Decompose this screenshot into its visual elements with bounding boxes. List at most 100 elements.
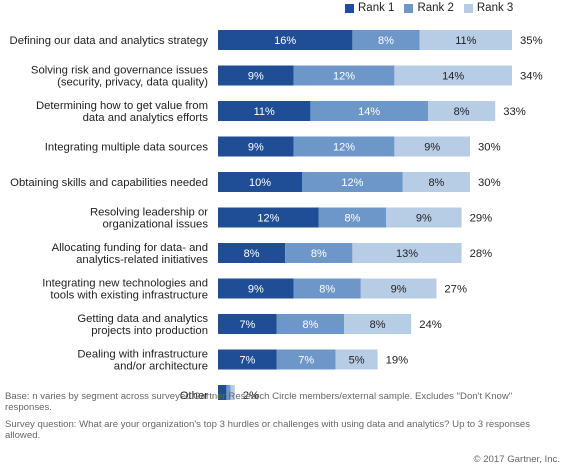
- data-label: 12%: [341, 177, 363, 189]
- data-label: 7%: [239, 319, 255, 331]
- bar-segment-rank-3: [230, 385, 235, 400]
- data-label: 8%: [244, 248, 260, 260]
- data-label: 8%: [378, 35, 394, 47]
- bar-segment-rank-1: [218, 278, 294, 299]
- bar-segment-rank-2: [226, 385, 231, 400]
- data-label: 9%: [424, 142, 440, 154]
- bar-segment-rank-3: [386, 207, 462, 228]
- bar-segment-rank-1: [218, 314, 277, 334]
- bar-segment-rank-2: [302, 172, 403, 192]
- data-label: 9%: [391, 284, 407, 296]
- total-label: 34%: [520, 71, 543, 83]
- category-label: Allocating funding for data- and: [52, 242, 208, 254]
- total-label: 2%: [243, 390, 259, 400]
- data-label: 8%: [370, 319, 386, 331]
- data-label: 5%: [349, 355, 365, 367]
- category-label: Getting data and analytics: [77, 313, 208, 325]
- total-label: 35%: [520, 35, 543, 47]
- data-label: 8%: [311, 248, 327, 260]
- bar-segment-rank-2: [293, 278, 361, 299]
- stacked-bar-chart: Defining our data and analytics strategy…: [10, 30, 543, 400]
- data-label: 8%: [454, 106, 470, 118]
- survey-question-line-1: Survey question: What are your organizat…: [5, 419, 530, 430]
- data-label: 11%: [455, 35, 476, 47]
- total-label: 27%: [444, 284, 467, 296]
- legend-item-rank-3: Rank 3: [463, 2, 514, 14]
- data-label: 16%: [274, 35, 296, 47]
- legend-swatch-rank-3: [463, 3, 473, 13]
- data-label: 10%: [249, 177, 271, 189]
- total-label: 30%: [478, 142, 501, 154]
- data-label: 9%: [248, 71, 264, 83]
- base-footnote-line-2: responses.: [5, 402, 52, 413]
- data-label: 9%: [248, 142, 264, 154]
- data-label: 12%: [333, 71, 355, 83]
- bar-segment-rank-3: [419, 30, 512, 50]
- bar-segment-rank-2: [276, 314, 344, 334]
- data-label: 12%: [257, 213, 279, 225]
- data-label: 9%: [248, 284, 264, 296]
- legend-item-rank-2: Rank 2: [404, 2, 454, 14]
- legend-swatch-rank-1: [345, 3, 354, 13]
- data-label: 8%: [319, 284, 335, 296]
- category-label: Determining how to get value from: [36, 100, 208, 112]
- category-label: Dealing with infrastructure: [77, 349, 208, 361]
- bar-segment-rank-2: [285, 243, 353, 263]
- bar-segment-rank-1: [218, 243, 286, 263]
- bar-segment-rank-2: [293, 65, 395, 86]
- total-label: 24%: [419, 319, 442, 331]
- total-label: 28%: [470, 248, 493, 260]
- bar-segment-rank-3: [402, 172, 470, 192]
- legend-item-rank-1: Rank 1: [345, 2, 394, 14]
- bar-segment-rank-1: [218, 136, 294, 157]
- bar-segment-rank-2: [310, 101, 428, 121]
- base-footnote: Base: n varies by segment across surveye…: [5, 391, 512, 413]
- category-label: organizational issues: [102, 219, 208, 231]
- data-label: 14%: [442, 71, 464, 83]
- category-label: Resolving leadership or: [90, 207, 208, 219]
- bar-segment-rank-2: [318, 207, 386, 228]
- data-label: 14%: [358, 106, 380, 118]
- category-label: Obtaining skills and capabilities needed: [10, 177, 208, 189]
- category-label: analytics-related initiatives: [76, 254, 208, 266]
- data-label: 8%: [428, 177, 444, 189]
- bar-segment-rank-2: [352, 30, 420, 50]
- copyright: © 2017 Gartner, Inc.: [473, 454, 560, 465]
- legend-swatch-rank-2: [404, 3, 414, 13]
- bar-segment-rank-1: [218, 65, 294, 86]
- total-label: 33%: [503, 106, 526, 118]
- legend-label-rank-3: Rank 3: [476, 2, 514, 14]
- chart-legend: Rank 1 Rank 2 Rank 3: [345, 2, 513, 14]
- bar-segment-rank-3: [352, 243, 462, 263]
- category-label: projects into production: [91, 325, 208, 337]
- survey-question-footnote: Survey question: What are your organizat…: [5, 419, 530, 441]
- bar-segment-rank-3: [344, 314, 412, 334]
- total-label: 19%: [386, 355, 409, 367]
- bar-segment-rank-3: [394, 136, 470, 157]
- base-footnote-line-1: Base: n varies by segment across surveye…: [5, 391, 513, 402]
- bar-segment-rank-1: [218, 349, 277, 370]
- bar-segment-rank-3: [360, 278, 437, 299]
- data-label: 8%: [302, 319, 318, 331]
- bar-segment-rank-2: [276, 349, 336, 370]
- total-label: 29%: [470, 213, 493, 225]
- bar-segment-rank-3: [394, 65, 512, 86]
- data-label: 7%: [239, 355, 255, 367]
- category-label: tools with existing infrastructure: [50, 290, 208, 302]
- bar-segment-rank-1: [218, 101, 311, 121]
- data-label: 12%: [333, 142, 355, 154]
- bar-segment-rank-1: [218, 207, 319, 228]
- category-label: data and analytics efforts: [83, 112, 209, 124]
- category-label: (security, privacy, data quality): [57, 77, 208, 89]
- legend-label-rank-2: Rank 2: [417, 2, 454, 14]
- survey-question-line-2: allowed.: [5, 430, 41, 441]
- data-label: 9%: [416, 213, 432, 225]
- category-label: Solving risk and governance issues: [31, 65, 208, 77]
- data-label: 11%: [254, 106, 275, 118]
- data-label: 8%: [344, 213, 360, 225]
- legend-label-rank-1: Rank 1: [358, 2, 395, 14]
- category-label: Other: [180, 390, 208, 400]
- total-label: 30%: [478, 177, 501, 189]
- data-label: 7%: [298, 355, 314, 367]
- bar-segment-rank-1: [218, 172, 302, 192]
